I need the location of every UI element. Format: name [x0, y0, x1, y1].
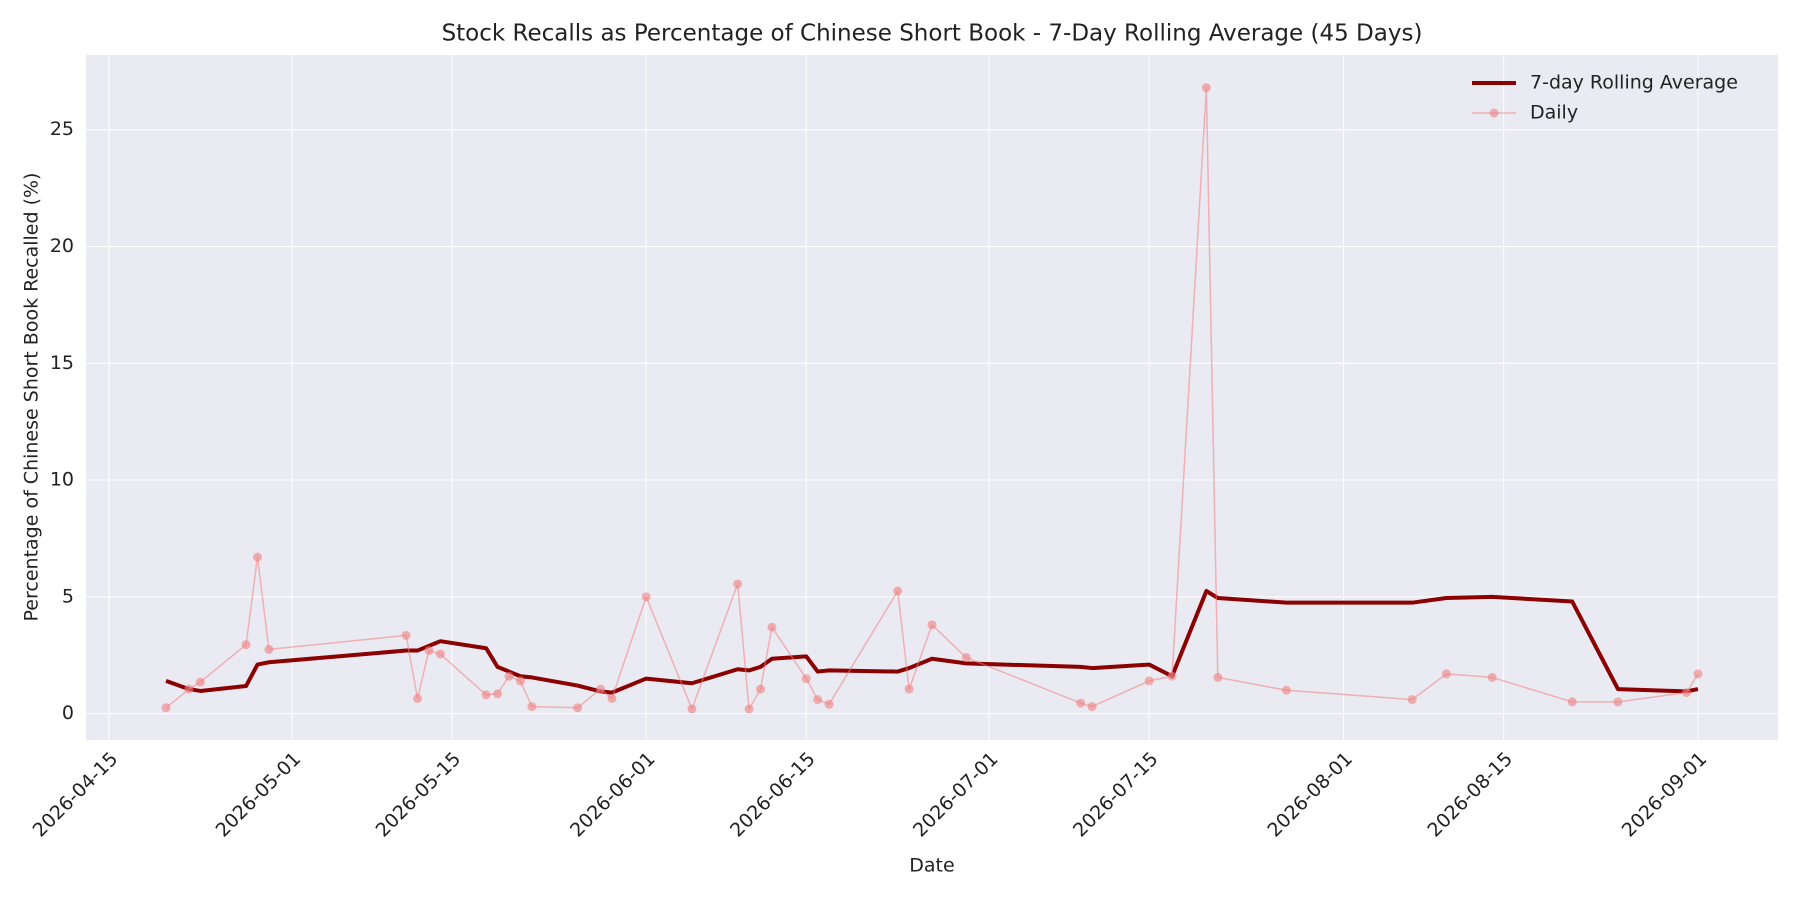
data-point	[515, 676, 525, 686]
y-axis-label: Percentage of Chinese Short Book Recalle…	[21, 173, 43, 622]
data-point	[767, 622, 777, 632]
data-point	[733, 579, 743, 589]
x-tick-label: 2026-08-15	[1423, 748, 1517, 842]
y-tick-label: 5	[62, 585, 74, 607]
data-point	[595, 684, 605, 694]
data-point	[1167, 671, 1177, 681]
data-point	[1213, 672, 1223, 682]
data-point	[824, 699, 834, 709]
x-tick-label: 2026-06-01	[566, 748, 660, 842]
data-point	[481, 690, 491, 700]
data-point	[1281, 685, 1291, 695]
data-point	[573, 703, 583, 713]
x-axis-label: Date	[909, 855, 954, 877]
x-tick-label: 2026-09-01	[1618, 748, 1712, 842]
data-point	[1144, 676, 1154, 686]
data-point	[904, 684, 914, 694]
y-tick-label: 0	[62, 702, 74, 724]
y-tick-label: 25	[50, 118, 74, 140]
legend-label: Daily	[1530, 102, 1578, 124]
legend-marker	[1489, 108, 1499, 118]
data-point	[264, 644, 274, 654]
x-tick-label: 2026-05-01	[212, 748, 306, 842]
data-point	[1613, 697, 1623, 707]
data-point	[435, 649, 445, 659]
data-point	[801, 674, 811, 684]
data-point	[607, 693, 617, 703]
data-point	[527, 702, 537, 712]
data-point	[1201, 83, 1211, 93]
x-tick-label: 2026-05-15	[372, 748, 466, 842]
data-point	[1682, 688, 1692, 698]
data-point	[252, 552, 262, 562]
data-point	[961, 653, 971, 663]
chart-title: Stock Recalls as Percentage of Chinese S…	[442, 21, 1423, 47]
y-tick-label: 15	[50, 352, 74, 374]
data-point	[1567, 697, 1577, 707]
data-point	[744, 704, 754, 714]
data-point	[1087, 702, 1097, 712]
data-point	[493, 689, 503, 699]
data-point	[241, 640, 251, 650]
x-tick-label: 2026-07-01	[909, 748, 1003, 842]
y-tick-label: 20	[50, 235, 74, 257]
data-point	[195, 677, 205, 687]
series-line	[165, 588, 1699, 695]
data-point	[893, 586, 903, 596]
legend-label: 7-day Rolling Average	[1530, 72, 1738, 94]
y-tick-label: 10	[50, 469, 74, 491]
plot-area	[86, 55, 1778, 740]
data-point	[413, 693, 423, 703]
data-point	[504, 671, 514, 681]
data-point	[687, 704, 697, 714]
x-tick-label: 2026-08-01	[1263, 748, 1357, 842]
data-point	[161, 703, 171, 713]
data-point	[927, 620, 937, 630]
data-point	[756, 684, 766, 694]
data-point	[184, 684, 194, 694]
data-point	[1076, 698, 1086, 708]
data-point	[1407, 695, 1417, 705]
data-point	[424, 646, 434, 656]
data-point	[1487, 672, 1497, 682]
data-point	[1693, 669, 1703, 679]
data-point	[401, 630, 411, 640]
data-point	[813, 695, 823, 705]
x-tick-label: 2026-07-15	[1069, 748, 1163, 842]
data-point	[1441, 669, 1451, 679]
x-tick-label: 2026-04-15	[29, 748, 123, 842]
x-tick-label: 2026-06-15	[726, 748, 820, 842]
data-point	[641, 592, 651, 602]
